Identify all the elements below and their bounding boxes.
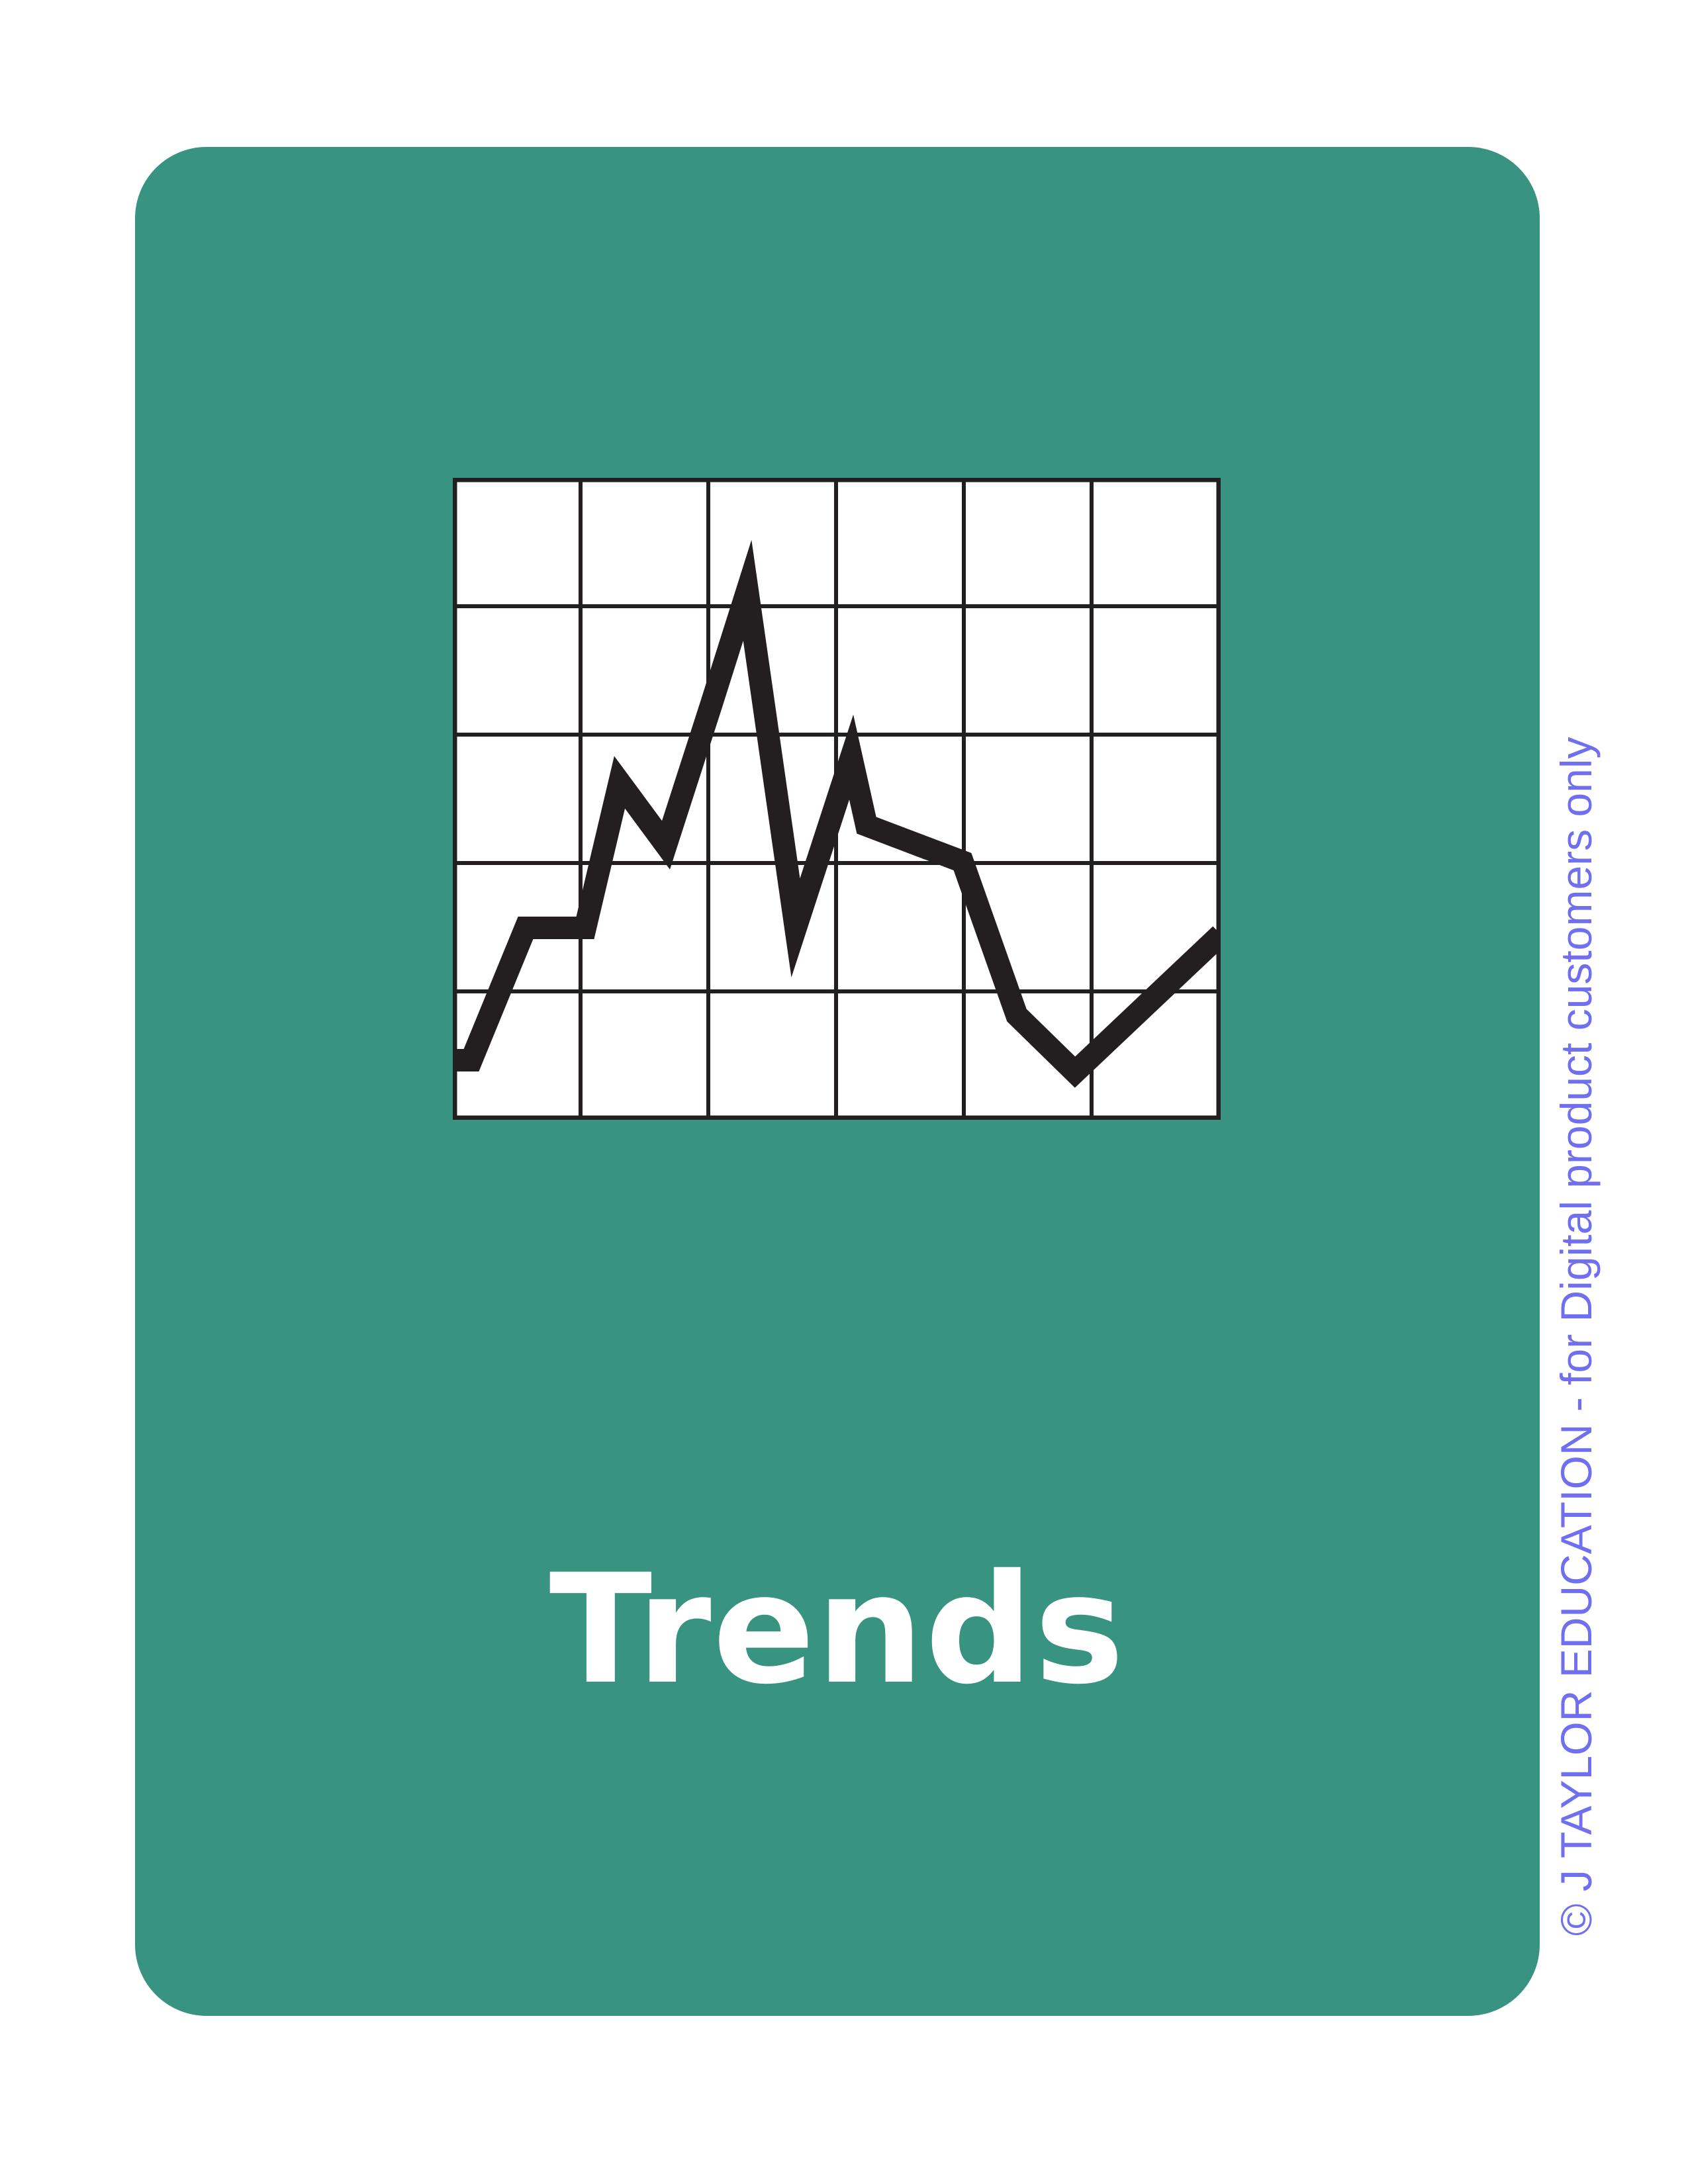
line-graph-icon (453, 478, 1221, 1120)
card-title: Trends (549, 1541, 1126, 1717)
copyright-watermark: © J TAYLOR EDUCATION - for Digital produ… (1552, 737, 1601, 1936)
flash-card: Trends (135, 147, 1540, 2016)
